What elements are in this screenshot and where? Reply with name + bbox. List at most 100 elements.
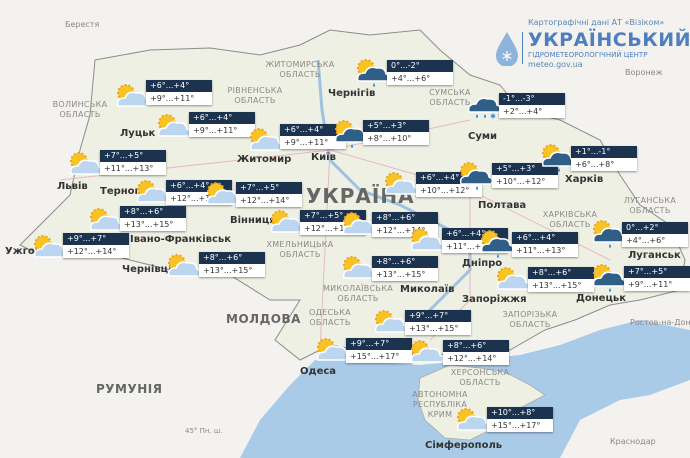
forecast-box[interactable]: +6°...+4° +9°...+11° — [280, 124, 346, 149]
night-temperature: +8°...+6° — [120, 206, 186, 218]
forecast-box[interactable]: +7°...+5° +12°...+14° — [236, 182, 302, 207]
forecast-box[interactable]: +7°...+5° +11°...+13° — [100, 150, 166, 175]
night-temperature: +7°...+5° — [100, 150, 166, 162]
city-label: Ростов-на-Дону — [630, 318, 690, 327]
day-temperature: +4°...+6° — [387, 72, 453, 85]
forecast-box[interactable]: +6°...+4° +9°...+11° — [146, 80, 212, 105]
city-label: Дніпро — [462, 258, 503, 269]
partly-cloudy-rain-icon — [476, 226, 516, 260]
forecast-box[interactable]: +10°...+8° +15°...+17° — [487, 407, 553, 432]
night-temperature: +8°...+6° — [528, 267, 594, 279]
night-temperature: +6°...+4° — [189, 112, 255, 124]
city-label: Сімферополь — [425, 440, 503, 451]
day-temperature: +9°...+11° — [189, 124, 255, 137]
partly-cloudy-icon — [380, 168, 420, 202]
night-temperature: +6°...+4° — [280, 124, 346, 136]
day-temperature: +15°...+17° — [346, 350, 412, 363]
night-temperature: +7°...+5° — [624, 266, 690, 278]
city-label: Донецьк — [576, 293, 626, 304]
city-label: Полтава — [478, 200, 527, 211]
day-temperature: +13°...+15° — [199, 264, 265, 277]
partly-cloudy-icon — [85, 204, 125, 238]
forecast-box[interactable]: +8°...+6° +13°...+15° — [199, 252, 265, 277]
rain-snow-icon — [463, 86, 503, 120]
day-temperature: +12°...+14° — [63, 245, 129, 258]
day-temperature: +10°...+12° — [492, 175, 558, 188]
forecast-box[interactable]: +8°...+6° +12°...+14° — [443, 340, 509, 365]
city-label: Львів — [57, 181, 88, 192]
night-temperature: +8°...+6° — [372, 212, 438, 224]
city-label: Воронеж — [625, 68, 663, 77]
night-temperature: +8°...+6° — [372, 256, 438, 268]
forecast-box[interactable]: +8°...+6° +13°...+15° — [372, 256, 438, 281]
partly-cloudy-rain-icon — [455, 158, 495, 192]
forecast-box[interactable]: +5°...+3° +10°...+12° — [492, 163, 558, 188]
region-label: ЗАПОРІЗЬКА ОБЛАСТЬ — [502, 310, 558, 329]
region-label: ОДЕСЬКА ОБЛАСТЬ — [309, 308, 351, 327]
partly-cloudy-icon — [112, 80, 152, 114]
day-temperature: +4°...+6° — [622, 234, 688, 247]
region-label: ЖИТОМИРСЬКА ОБЛАСТЬ — [265, 60, 335, 79]
region-label: ЛУГАНСЬКА ОБЛАСТЬ — [623, 196, 677, 215]
forecast-box[interactable]: +8°...+6° +13°...+15° — [528, 267, 594, 292]
city-label: Луцьк — [120, 128, 156, 139]
night-temperature: +9°...+7° — [63, 233, 129, 245]
night-temperature: +5°...+3° — [363, 120, 429, 132]
city-label: Чернівці — [122, 264, 172, 275]
forecast-box[interactable]: +9°...+7° +12°...+14° — [63, 233, 129, 258]
forecast-box[interactable]: 0°...-2° +4°...+6° — [387, 60, 453, 85]
logo-divider — [522, 32, 523, 64]
forecast-box[interactable]: +8°...+6° +13°...+15° — [120, 206, 186, 231]
night-temperature: +10°...+8° — [487, 407, 553, 419]
forecast-box[interactable]: +5°...+3° +8°...+10° — [363, 120, 429, 145]
night-temperature: +6°...+4° — [146, 80, 212, 92]
partly-cloudy-icon — [312, 334, 352, 368]
night-temperature: +1°...-1° — [571, 146, 637, 158]
day-temperature: +11°...+13° — [512, 244, 578, 257]
latitude-label: 45° Пн. ш. — [185, 427, 223, 435]
day-temperature: +13°...+15° — [405, 322, 471, 335]
forecast-box[interactable]: +6°...+4° +9°...+11° — [189, 112, 255, 137]
forecast-box[interactable]: +7°...+5° +9°...+11° — [624, 266, 690, 291]
forecast-box[interactable]: +6°...+4° +11°...+13° — [512, 232, 578, 257]
city-label: Івано-Франківськ — [130, 234, 232, 245]
day-temperature: +10°...+12° — [416, 184, 482, 197]
partly-cloudy-icon — [406, 224, 446, 258]
partly-cloudy-icon — [492, 263, 532, 297]
partly-cloudy-icon — [65, 148, 105, 182]
night-temperature: +6°...+4° — [512, 232, 578, 244]
night-temperature: +7°...+5° — [236, 182, 302, 194]
forecast-box[interactable]: +9°...+7° +13°...+15° — [405, 310, 471, 335]
partly-cloudy-icon — [245, 124, 285, 158]
city-label: Миколаїв — [400, 284, 455, 295]
center-subtitle: ГІДРОМЕТЕОРОЛОГІЧНИЙ ЦЕНТР — [528, 51, 648, 59]
website-link[interactable]: meteo.gov.ua — [528, 60, 583, 69]
forecast-box[interactable]: +1°...-1° +6°...+8° — [571, 146, 637, 171]
day-temperature: +13°...+15° — [372, 268, 438, 281]
night-temperature: 0°...+2° — [622, 222, 688, 234]
night-temperature: +8°...+6° — [443, 340, 509, 352]
partly-cloudy-icon — [153, 110, 193, 144]
partly-cloudy-rain-icon — [588, 260, 628, 294]
partly-cloudy-rain-icon — [537, 140, 577, 174]
day-temperature: +12°...+14° — [443, 352, 509, 365]
city-label: Берестя — [65, 20, 100, 29]
night-temperature: 0°...-2° — [387, 60, 453, 72]
map-data-credit: Картографічні дані АТ «Візіком» — [528, 18, 665, 27]
day-temperature: +6°...+8° — [571, 158, 637, 171]
forecast-box[interactable]: +9°...+7° +15°...+17° — [346, 338, 412, 363]
forecast-box[interactable]: -1°...-3° +2°...+4° — [499, 93, 565, 118]
region-label: РІВНЕНСЬКА ОБЛАСТЬ — [227, 86, 283, 105]
region-label: СУМСЬКА ОБЛАСТЬ — [429, 88, 471, 107]
day-temperature: +13°...+15° — [120, 218, 186, 231]
city-label: Вінниця — [230, 215, 276, 226]
partly-cloudy-icon — [202, 178, 242, 212]
day-temperature: +9°...+11° — [624, 278, 690, 291]
forecast-box[interactable]: +8°...+6° +12°...+14° — [372, 212, 438, 237]
city-label: Краснодар — [610, 437, 656, 446]
city-label: Чернігів — [328, 88, 376, 99]
forecast-box[interactable]: 0°...+2° +4°...+6° — [622, 222, 688, 247]
region-label: ХЕРСОНСЬКА ОБЛАСТЬ — [450, 368, 510, 387]
city-label: Тернопіль — [100, 186, 159, 197]
